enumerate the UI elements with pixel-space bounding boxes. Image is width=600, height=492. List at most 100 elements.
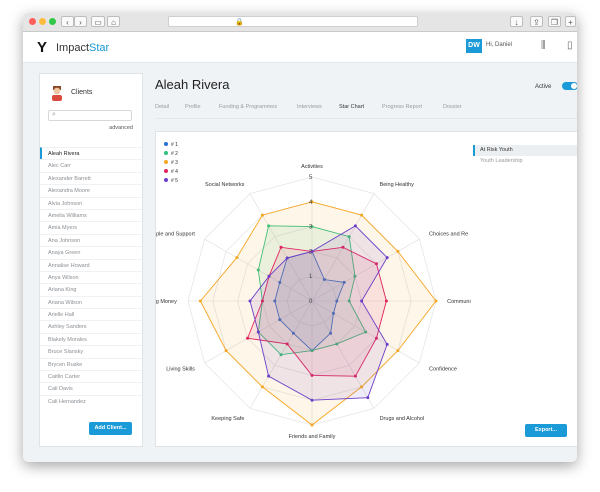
browser-window: ‹ › ▭ ⌂ 🔒 ↓ ⇪ ❐ + Y ImpactStar DW Hi, Da… bbox=[23, 13, 577, 462]
tab-divider bbox=[155, 118, 577, 119]
client-list-item[interactable]: Alec Carr bbox=[40, 159, 142, 171]
minimize-window-button[interactable] bbox=[39, 18, 46, 25]
client-list-item[interactable]: Ariana Wilson bbox=[40, 295, 142, 308]
axis-label: Being Healthy bbox=[380, 182, 414, 188]
client-list-item[interactable]: Aleah Rivera bbox=[40, 147, 142, 160]
client-list-item[interactable]: Alexandra Moore bbox=[40, 184, 142, 196]
client-list-item[interactable]: Alvia Johnson bbox=[40, 196, 142, 209]
data-point bbox=[374, 336, 378, 340]
data-point bbox=[279, 353, 283, 357]
data-point bbox=[291, 331, 295, 335]
client-list-item[interactable]: Alexander Barrett bbox=[40, 171, 142, 184]
download-icon[interactable]: ↓ bbox=[510, 16, 523, 27]
client-list-item[interactable]: Anya Wilson bbox=[40, 270, 142, 283]
export-button[interactable]: Export... bbox=[525, 424, 567, 437]
settings-sliders-icon[interactable]: ⫼ bbox=[541, 40, 546, 51]
client-list-item[interactable]: Ana Johnson bbox=[40, 233, 142, 246]
axis-label: Choices and Re bbox=[429, 231, 468, 237]
grid-spoke bbox=[311, 238, 420, 302]
programme-item[interactable]: Youth Leadership bbox=[480, 158, 523, 164]
tabs-icon[interactable]: ❐ bbox=[548, 16, 561, 27]
data-point bbox=[285, 342, 289, 346]
client-list-item[interactable]: Blakely Morales bbox=[40, 332, 142, 345]
client-list-item[interactable]: Amia Myers bbox=[40, 221, 142, 233]
client-list-item[interactable]: Cali Davis bbox=[40, 382, 142, 394]
data-point bbox=[246, 336, 250, 340]
data-point bbox=[353, 374, 357, 378]
client-list-item[interactable]: Brycen Ruske bbox=[40, 357, 142, 370]
user-avatar[interactable]: DW bbox=[466, 39, 482, 53]
client-list-item[interactable]: Amelia Williams bbox=[40, 208, 142, 221]
data-point bbox=[273, 299, 277, 303]
tick-label: 2 bbox=[309, 249, 313, 255]
data-point bbox=[366, 396, 370, 400]
legend-label: # 4 bbox=[171, 169, 178, 175]
clients-avatar-icon bbox=[52, 86, 62, 101]
close-window-button[interactable] bbox=[29, 18, 36, 25]
brand-name: ImpactStar bbox=[56, 42, 109, 54]
tab-detail[interactable]: Detail bbox=[155, 104, 170, 110]
client-name: Aleah Rivera bbox=[155, 77, 230, 92]
home-icon[interactable]: ⌂ bbox=[107, 16, 120, 27]
client-list-item[interactable]: Anaya Green bbox=[40, 246, 142, 258]
client-list-item[interactable]: Arielle Hall bbox=[40, 308, 142, 320]
programme-item[interactable]: At Risk Youth bbox=[473, 145, 577, 156]
user-greeting[interactable]: Hi, Daniel bbox=[486, 42, 513, 48]
client-list-item[interactable]: Cali Hernandez bbox=[40, 394, 142, 407]
client-list-item[interactable]: Ariana King bbox=[40, 283, 142, 295]
data-point bbox=[353, 274, 357, 278]
data-point bbox=[331, 311, 335, 315]
axis-label: Living Skills bbox=[166, 367, 195, 373]
document-icon[interactable]: ▯ bbox=[567, 40, 573, 51]
legend-marker bbox=[164, 178, 168, 182]
data-point bbox=[329, 331, 333, 335]
new-tab-icon[interactable]: + bbox=[565, 16, 576, 27]
tab-progress-report[interactable]: Progress Report bbox=[382, 104, 423, 110]
forward-icon[interactable]: › bbox=[74, 16, 87, 27]
tab-interviews[interactable]: Interviews bbox=[297, 104, 322, 110]
legend-marker bbox=[164, 169, 168, 173]
client-list-item[interactable]: Ashley Sanders bbox=[40, 320, 142, 332]
app-header: Y ImpactStar DW Hi, Daniel ⫼ ▯ bbox=[23, 32, 577, 63]
add-client-button[interactable]: Add Client... bbox=[89, 422, 132, 435]
client-list-item[interactable]: Annalise Howard bbox=[40, 258, 142, 271]
client-list-item[interactable]: Caitlin Carter bbox=[40, 370, 142, 382]
active-toggle[interactable] bbox=[562, 82, 577, 90]
share-icon[interactable]: ⇪ bbox=[530, 16, 543, 27]
data-point bbox=[310, 200, 314, 204]
tick-label: 5 bbox=[309, 175, 313, 181]
logo-icon: Y bbox=[37, 39, 48, 56]
legend-label: # 3 bbox=[171, 160, 178, 166]
client-list-item[interactable]: Bruce Slansky bbox=[40, 345, 142, 357]
data-point bbox=[310, 349, 314, 353]
data-point bbox=[396, 249, 400, 253]
address-bar[interactable]: 🔒 bbox=[168, 16, 418, 27]
legend-marker bbox=[164, 160, 168, 164]
data-point bbox=[385, 342, 389, 346]
data-point bbox=[198, 299, 202, 303]
tick-label: 1 bbox=[309, 274, 313, 280]
tab-star-chart[interactable]: Star Chart bbox=[339, 104, 365, 119]
back-icon[interactable]: ‹ bbox=[61, 16, 74, 27]
data-point bbox=[248, 299, 252, 303]
tick-label: 3 bbox=[309, 225, 313, 231]
legend-label: # 5 bbox=[171, 178, 178, 184]
zoom-window-button[interactable] bbox=[49, 18, 56, 25]
data-point bbox=[310, 398, 314, 402]
tick-label: 0 bbox=[309, 299, 313, 305]
client-search-input[interactable]: ⌕ bbox=[48, 110, 132, 121]
data-point bbox=[267, 374, 271, 378]
tab-funding-programmes[interactable]: Funding & Programmes bbox=[219, 104, 278, 110]
data-point bbox=[322, 278, 326, 282]
data-point bbox=[310, 373, 314, 377]
clients-title: Clients bbox=[71, 89, 93, 96]
data-point bbox=[278, 280, 282, 284]
data-point bbox=[256, 330, 260, 334]
advanced-search-link[interactable]: advanced bbox=[109, 125, 133, 131]
sidebar-toggle-icon[interactable]: ▭ bbox=[91, 16, 105, 27]
tab-profile[interactable]: Profile bbox=[185, 104, 201, 110]
axis-label: ople and Support bbox=[156, 231, 195, 237]
data-point bbox=[385, 256, 389, 260]
tab-dossier[interactable]: Dossier bbox=[443, 104, 462, 110]
clients-sidebar: Clients ⌕ advanced Aleah Rivera Alec Carr… bbox=[39, 73, 143, 447]
